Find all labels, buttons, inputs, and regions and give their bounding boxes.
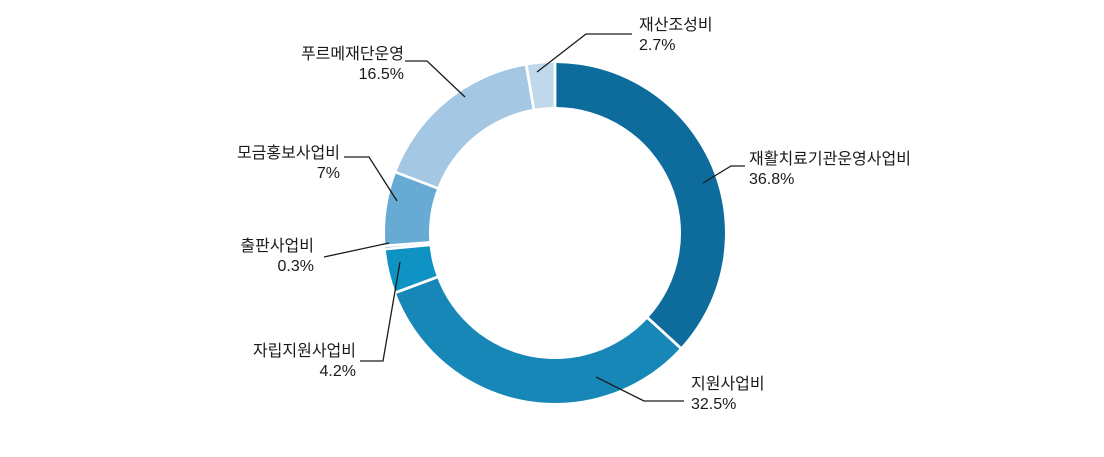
leader-lines-layer (323, 33, 745, 402)
donut-slice-4 (385, 172, 438, 246)
leader-line-1 (595, 376, 684, 402)
slice-separator (384, 243, 432, 251)
slice-label-name: 재산조성비 (639, 17, 713, 34)
slice-label-4: 모금홍보사업비 7% (237, 144, 340, 184)
slice-label-1: 지원사업비 32.5% (691, 375, 765, 415)
leader-line-4 (344, 156, 398, 202)
slice-label-percent: 32.5% (691, 396, 737, 413)
donut-slice-6 (526, 63, 555, 109)
slice-separator (394, 170, 440, 190)
slice-label-percent: 36.8% (749, 171, 795, 188)
slice-label-5: 푸르메재단운영 16.5% (301, 45, 404, 85)
leader-line-2 (360, 261, 401, 362)
leader-line-3 (323, 242, 390, 258)
leader-line-6 (536, 33, 632, 73)
slice-label-percent: 4.2% (319, 363, 356, 380)
slice-label-6: 재산조성비 2.7% (639, 16, 713, 56)
leader-line-5 (405, 60, 466, 98)
slice-separator (524, 63, 536, 111)
slice-separator (383, 240, 431, 248)
slice-label-name: 푸르메재단운영 (300, 46, 404, 63)
leader-line-0 (702, 165, 745, 184)
slice-label-name: 지원사업비 (691, 376, 765, 393)
slice-label-name: 재활치료기관운영사업비 (749, 151, 911, 168)
slice-label-percent: 7% (316, 165, 340, 182)
slice-label-name: 출판사업비 (240, 238, 314, 255)
slice-label-percent: 16.5% (358, 66, 404, 83)
slice-label-2: 자립지원사업비 4.2% (253, 342, 356, 382)
donut-slice-5 (396, 65, 534, 189)
slice-label-3: 출판사업비 0.3% (240, 237, 314, 277)
slices-layer (385, 63, 725, 404)
donut-slice-1 (395, 277, 681, 404)
slice-label-0: 재활치료기관운영사업비 36.8% (749, 150, 911, 190)
slice-label-percent: 0.3% (277, 258, 314, 275)
donut-slice-0 (555, 63, 725, 348)
slice-label-name: 모금홍보사업비 (236, 145, 340, 162)
slice-label-percent: 2.7% (639, 37, 676, 54)
slice-separator (393, 275, 439, 295)
slice-separator (645, 316, 683, 350)
slice-label-name: 자립지원사업비 (252, 343, 356, 360)
slice-separators-layer (383, 61, 683, 350)
